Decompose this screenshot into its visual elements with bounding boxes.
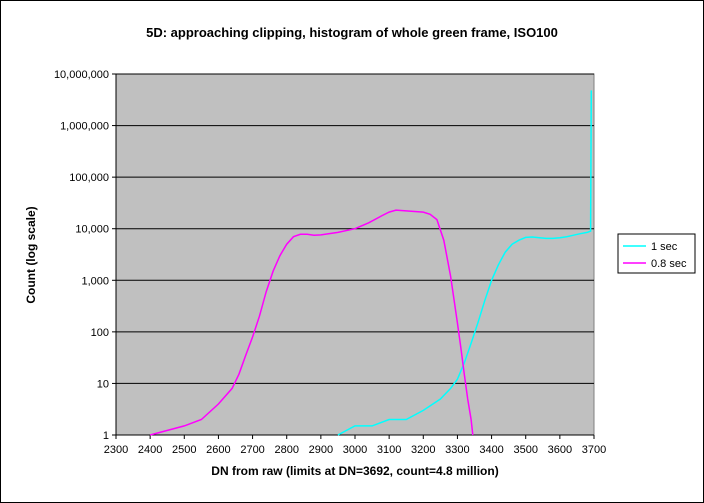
x-axis-label: DN from raw (limits at DN=3692, count=4.… — [211, 464, 498, 478]
x-tick-label: 3300 — [445, 444, 469, 456]
x-tick-label: 2800 — [274, 444, 298, 456]
gridlines — [116, 73, 594, 384]
y-tick-label: 100 — [91, 327, 109, 339]
axes: 1 10 100 1,000 10,000 100,000 1,000,000 10,000,… — [54, 69, 606, 456]
y-tick-label: 100,000 — [69, 172, 109, 184]
x-tick-label: 3700 — [582, 444, 606, 456]
x-tick-label: 3600 — [548, 444, 572, 456]
x-tick-label: 2400 — [138, 444, 162, 456]
series-line-0 — [337, 90, 593, 436]
legend-box — [617, 233, 696, 274]
x-tick-label: 2600 — [206, 444, 230, 456]
chart-title: 5D: approaching clipping, histogram of w… — [146, 25, 558, 40]
x-tick-label: 3400 — [479, 444, 503, 456]
x-tick-label: 3500 — [513, 444, 537, 456]
y-axis-label: Count (log scale) — [24, 206, 38, 303]
plot-area — [115, 73, 595, 436]
x-tick-label: 2300 — [104, 444, 128, 456]
x-tick-label: 3200 — [411, 444, 435, 456]
series-lines — [149, 90, 593, 436]
x-tick-label: 2500 — [172, 444, 196, 456]
legend: 1 sec 0.8 sec — [617, 233, 696, 274]
y-tick-label: 1,000,000 — [60, 121, 109, 133]
x-tick-label: 2700 — [240, 444, 264, 456]
series-line-1 — [149, 209, 474, 436]
legend-label: 1 sec — [651, 241, 678, 253]
x-tick-label: 3000 — [343, 444, 367, 456]
legend-label: 0.8 sec — [651, 258, 687, 270]
x-tick-label: 2900 — [309, 444, 333, 456]
x-tick-label: 3100 — [377, 444, 401, 456]
y-tick-label: 10,000 — [75, 224, 109, 236]
y-tick-label: 10 — [97, 378, 109, 390]
y-tick-label: 1 — [103, 430, 109, 442]
y-tick-label: 1,000 — [81, 275, 109, 287]
y-tick-label: 10,000,000 — [54, 69, 109, 81]
